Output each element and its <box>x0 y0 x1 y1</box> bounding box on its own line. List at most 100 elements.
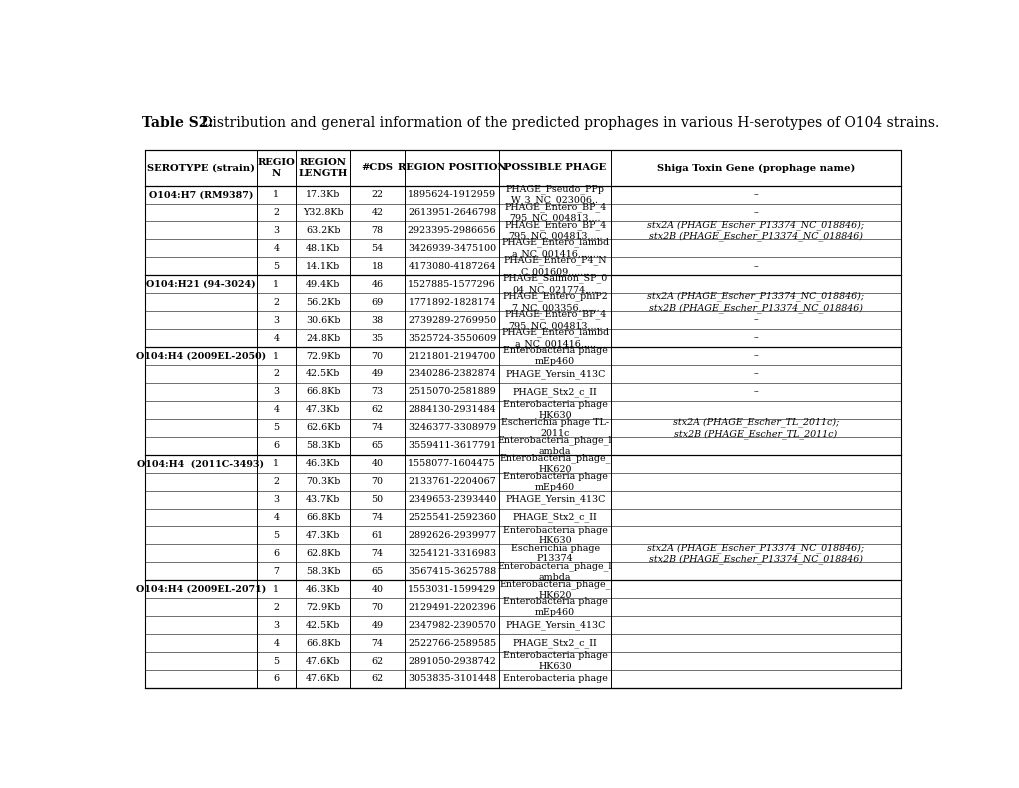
Text: 46.3Kb: 46.3Kb <box>306 585 340 594</box>
Text: REGION
LENGTH: REGION LENGTH <box>299 158 347 178</box>
Text: Escherichia phage
P13374: Escherichia phage P13374 <box>511 544 599 563</box>
Text: Enterobacteria_phage_l
ambda: Enterobacteria_phage_l ambda <box>497 436 611 456</box>
Text: 1558077-1604475: 1558077-1604475 <box>408 459 495 468</box>
Text: 1: 1 <box>273 351 279 361</box>
Text: –: – <box>753 351 757 361</box>
Text: 46: 46 <box>371 280 383 288</box>
Text: REGION POSITION: REGION POSITION <box>397 163 505 173</box>
Text: 38: 38 <box>371 316 383 325</box>
Text: stx2A (PHAGE_Escher_P13374_NC_018846);
stx2B (PHAGE_Escher_P13374_NC_018846): stx2A (PHAGE_Escher_P13374_NC_018846); s… <box>647 220 864 241</box>
Text: –: – <box>753 388 757 396</box>
Text: 66.8Kb: 66.8Kb <box>306 388 340 396</box>
Text: 2892626-2939977: 2892626-2939977 <box>408 531 495 540</box>
Text: 5: 5 <box>273 656 279 666</box>
Text: 1527885-1577296: 1527885-1577296 <box>408 280 495 288</box>
Text: 42.5Kb: 42.5Kb <box>306 621 340 630</box>
Text: Enterobacteria phage
mEp460: Enterobacteria phage mEp460 <box>502 472 607 492</box>
Text: SEROTYPE (strain): SEROTYPE (strain) <box>147 163 255 173</box>
Text: 22: 22 <box>371 190 383 199</box>
Text: –: – <box>753 370 757 378</box>
Text: 2129491-2202396: 2129491-2202396 <box>408 603 495 611</box>
Text: 2515070-2581889: 2515070-2581889 <box>408 388 495 396</box>
Text: 70.3Kb: 70.3Kb <box>306 477 340 486</box>
Text: 4: 4 <box>273 333 279 343</box>
Text: 63.2Kb: 63.2Kb <box>306 226 340 235</box>
Text: Enterobacteria_phage_
HK620: Enterobacteria_phage_ HK620 <box>499 453 610 474</box>
Text: 50: 50 <box>371 495 383 504</box>
Text: 73: 73 <box>371 388 383 396</box>
Text: 3: 3 <box>273 226 279 235</box>
Text: 62.6Kb: 62.6Kb <box>306 423 340 433</box>
Text: 2: 2 <box>273 298 279 307</box>
Text: PHAGE_Entero_lambd
a_NC_001416,......: PHAGE_Entero_lambd a_NC_001416,...... <box>500 238 608 259</box>
Text: PHAGE_Entero_BP_4
795_NC_004813,....: PHAGE_Entero_BP_4 795_NC_004813,.... <box>503 310 605 331</box>
Text: 4: 4 <box>273 638 279 648</box>
Text: 2: 2 <box>273 603 279 611</box>
Text: 2121801-2194700: 2121801-2194700 <box>408 351 495 361</box>
Text: 46.3Kb: 46.3Kb <box>306 459 340 468</box>
Text: 2525541-2592360: 2525541-2592360 <box>408 513 495 522</box>
Text: Escherichia phage TL-
2011c: Escherichia phage TL- 2011c <box>500 418 608 437</box>
Text: 2891050-2938742: 2891050-2938742 <box>408 656 495 666</box>
Text: 35: 35 <box>371 333 383 343</box>
Text: 3254121-3316983: 3254121-3316983 <box>408 549 495 558</box>
Text: PHAGE_Entero_P4_N
C_001609,......: PHAGE_Entero_P4_N C_001609,...... <box>503 256 606 277</box>
Text: Y32.8Kb: Y32.8Kb <box>303 208 343 217</box>
Text: PHAGE_Yersin_413C: PHAGE_Yersin_413C <box>504 620 605 630</box>
Text: 18: 18 <box>371 262 383 271</box>
Text: PHAGE_Yersin_413C: PHAGE_Yersin_413C <box>504 369 605 379</box>
Text: 5: 5 <box>273 262 279 271</box>
Text: 49.4Kb: 49.4Kb <box>306 280 340 288</box>
Text: 17.3Kb: 17.3Kb <box>306 190 340 199</box>
Text: Enterobacteria phage
HK630: Enterobacteria phage HK630 <box>502 651 607 671</box>
Text: 74: 74 <box>371 513 383 522</box>
Text: 2613951-2646798: 2613951-2646798 <box>408 208 495 217</box>
Text: 65: 65 <box>371 441 383 450</box>
Text: 1771892-1828174: 1771892-1828174 <box>408 298 495 307</box>
Text: 4: 4 <box>273 405 279 414</box>
Text: 3: 3 <box>273 316 279 325</box>
Text: 42.5Kb: 42.5Kb <box>306 370 340 378</box>
Text: 58.3Kb: 58.3Kb <box>306 441 340 450</box>
Bar <box>145 151 900 688</box>
Text: 14.1Kb: 14.1Kb <box>306 262 340 271</box>
Text: 47.3Kb: 47.3Kb <box>306 405 340 414</box>
Text: stx2A (PHAGE_Escher_P13374_NC_018846);
stx2B (PHAGE_Escher_P13374_NC_018846): stx2A (PHAGE_Escher_P13374_NC_018846); s… <box>647 543 864 564</box>
Text: 1: 1 <box>273 459 279 468</box>
Text: 2739289-2769950: 2739289-2769950 <box>408 316 495 325</box>
Text: 74: 74 <box>371 549 383 558</box>
Text: 3426939-3475100: 3426939-3475100 <box>408 243 495 253</box>
Text: Enterobacteria phage
HK630: Enterobacteria phage HK630 <box>502 526 607 545</box>
Text: 3525724-3550609: 3525724-3550609 <box>408 333 495 343</box>
Text: PHAGE_Stx2_c_II: PHAGE_Stx2_c_II <box>513 638 597 648</box>
Text: 58.3Kb: 58.3Kb <box>306 567 340 576</box>
Text: 72.9Kb: 72.9Kb <box>306 351 340 361</box>
Text: –: – <box>753 316 757 325</box>
Text: 70: 70 <box>371 603 383 611</box>
Text: 62.8Kb: 62.8Kb <box>306 549 340 558</box>
Text: Shiga Toxin Gene (prophage name): Shiga Toxin Gene (prophage name) <box>656 163 854 173</box>
Text: –: – <box>753 262 757 271</box>
Text: Enterobacteria phage
HK630: Enterobacteria phage HK630 <box>502 400 607 420</box>
Text: –: – <box>753 208 757 217</box>
Text: 62: 62 <box>371 656 383 666</box>
Text: 1895624-1912959: 1895624-1912959 <box>408 190 495 199</box>
Text: 49: 49 <box>371 621 383 630</box>
Text: 48.1Kb: 48.1Kb <box>306 243 340 253</box>
Text: Distribution and general information of the predicted prophages in various H-ser: Distribution and general information of … <box>197 116 938 130</box>
Text: 47.3Kb: 47.3Kb <box>306 531 340 540</box>
Text: 2923395-2986656: 2923395-2986656 <box>408 226 496 235</box>
Text: stx2A (PHAGE_Escher_TL_2011c);
stx2B (PHAGE_Escher_TL_2011c): stx2A (PHAGE_Escher_TL_2011c); stx2B (PH… <box>673 417 839 438</box>
Text: PHAGE_Entero_phiP2
7_NC_003356,......: PHAGE_Entero_phiP2 7_NC_003356,...... <box>502 292 607 313</box>
Text: Enterobacteria phage: Enterobacteria phage <box>502 675 607 683</box>
Text: POSSIBLE PHAGE: POSSIBLE PHAGE <box>503 163 605 173</box>
Text: 1553031-1599429: 1553031-1599429 <box>408 585 495 594</box>
Text: 2349653-2393440: 2349653-2393440 <box>408 495 495 504</box>
Text: 72.9Kb: 72.9Kb <box>306 603 340 611</box>
Text: Enterobacteria phage
mEp460: Enterobacteria phage mEp460 <box>502 597 607 617</box>
Text: 74: 74 <box>371 423 383 433</box>
Text: 47.6Kb: 47.6Kb <box>306 656 340 666</box>
Text: 5: 5 <box>273 531 279 540</box>
Text: PHAGE_Pseudo_PPp
W_3_NC_023006,.: PHAGE_Pseudo_PPp W_3_NC_023006,. <box>505 184 604 205</box>
Text: #CDS: #CDS <box>362 163 393 173</box>
